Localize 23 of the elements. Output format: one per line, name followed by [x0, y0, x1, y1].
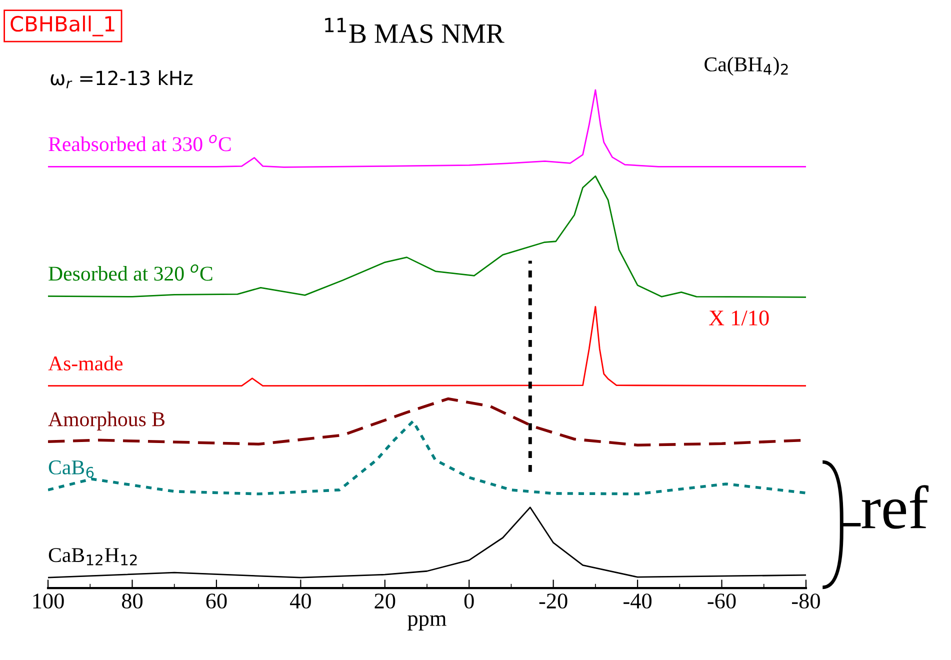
x-tick-label: 40: [290, 594, 311, 609]
series-label: As-made: [48, 356, 123, 370]
x-axis-title: ppm: [408, 615, 446, 630]
x-tick-label: -20: [539, 594, 568, 609]
series-label: CaB$_{12}$H$_{12}$: [48, 548, 137, 566]
text: ω$_{r}$ =12-13 kHz: [50, 70, 192, 88]
annotation: X 1/10: [708, 310, 769, 326]
text: Ca(BH$_{4}$)$_{2}$: [704, 56, 788, 76]
series-label: Reabsorbed at 330 $^{o}$C: [48, 134, 231, 152]
text: CBHBall_1: [10, 16, 114, 36]
chart-title: $^{11}$B MAS NMR: [325, 18, 504, 43]
text: ref: [862, 485, 928, 529]
x-tick-label: 0: [464, 594, 474, 609]
series-label: Amorphous B: [48, 412, 164, 431]
series-label: Desorbed at 320 $^{o}$C: [48, 264, 212, 281]
x-tick-label: -80: [792, 594, 820, 609]
x-tick-label: 20: [374, 594, 396, 609]
x-tick-label: 80: [122, 594, 143, 609]
series-label: CaB$_{6}$: [48, 460, 94, 478]
x-tick-label: 60: [206, 594, 227, 609]
x-tick-label: -40: [624, 594, 652, 609]
x-tick-label: -60: [708, 594, 736, 609]
x-tick-label: 100: [33, 594, 64, 609]
